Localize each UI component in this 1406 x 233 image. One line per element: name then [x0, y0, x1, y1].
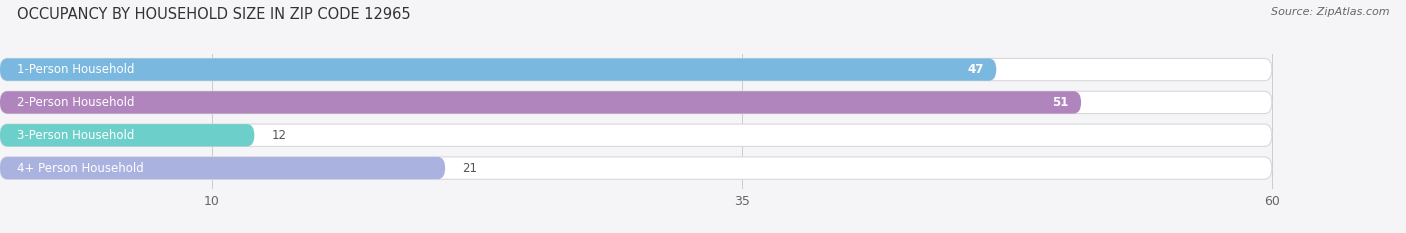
Text: 2-Person Household: 2-Person Household [17, 96, 135, 109]
Text: 47: 47 [967, 63, 984, 76]
FancyBboxPatch shape [0, 124, 254, 146]
Text: OCCUPANCY BY HOUSEHOLD SIZE IN ZIP CODE 12965: OCCUPANCY BY HOUSEHOLD SIZE IN ZIP CODE … [17, 7, 411, 22]
FancyBboxPatch shape [0, 157, 1272, 179]
FancyBboxPatch shape [0, 91, 1081, 113]
Text: 21: 21 [463, 161, 477, 175]
FancyBboxPatch shape [0, 58, 997, 81]
FancyBboxPatch shape [0, 58, 1272, 81]
Text: 4+ Person Household: 4+ Person Household [17, 161, 143, 175]
Text: 12: 12 [271, 129, 287, 142]
FancyBboxPatch shape [0, 157, 446, 179]
Text: Source: ZipAtlas.com: Source: ZipAtlas.com [1271, 7, 1389, 17]
Text: 1-Person Household: 1-Person Household [17, 63, 135, 76]
FancyBboxPatch shape [0, 91, 1272, 113]
FancyBboxPatch shape [0, 124, 1272, 146]
Text: 51: 51 [1052, 96, 1069, 109]
Text: 3-Person Household: 3-Person Household [17, 129, 135, 142]
